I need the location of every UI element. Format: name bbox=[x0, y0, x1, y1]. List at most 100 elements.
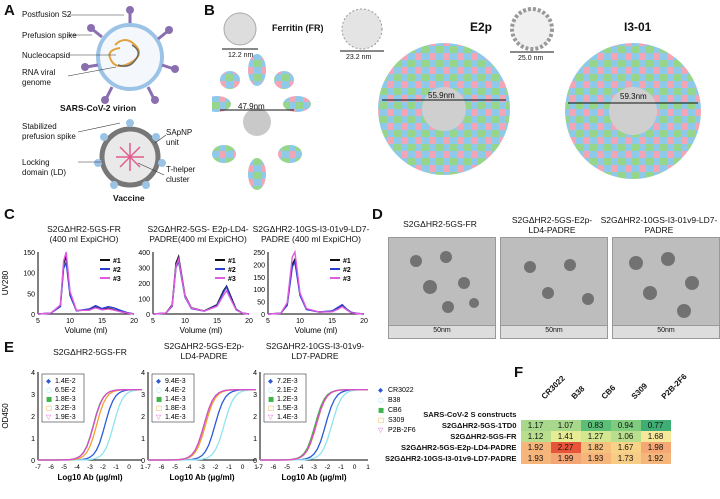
elisa-ec50-value: 1.5E-3 bbox=[277, 405, 298, 412]
elisa-x-tick: -5 bbox=[61, 464, 67, 471]
sec-y-tick: 150 bbox=[23, 250, 35, 257]
label-locking: Locking domain (LD) bbox=[22, 158, 67, 177]
sec-x-tick: 10 bbox=[296, 318, 304, 325]
i3-nanoparticle bbox=[565, 43, 701, 179]
sec-x-tick: 20 bbox=[130, 318, 138, 325]
heatmap-row: S2GΔHR2-5GS-1TD0 1.17 1.07 0.83 0.94 0.7… bbox=[385, 420, 671, 431]
elisa-x-tick: -4 bbox=[186, 464, 192, 471]
sec-x-tick: 20 bbox=[360, 318, 368, 325]
panel-b-structures bbox=[212, 7, 701, 190]
sec-y-tick: 0 bbox=[146, 312, 150, 319]
elisa-legend-marker: ○ bbox=[156, 386, 162, 394]
sec-legend-label: #2 bbox=[228, 267, 236, 274]
elisa-x-tick: -3 bbox=[311, 464, 317, 471]
elisa-curve bbox=[38, 388, 142, 461]
panel-label-a: A bbox=[4, 2, 15, 19]
elisa-y-tick: 1 bbox=[141, 436, 145, 443]
sec-title-1: S2GΔHR2-5GS-FR (400 ml ExpiCHO) bbox=[47, 224, 121, 244]
label-stabilized: Stabilized prefusion spike bbox=[22, 122, 76, 141]
label-i3: I3-01 bbox=[624, 20, 652, 34]
sec-xlabel: Volume (ml) bbox=[180, 326, 223, 335]
elisa-legend-marker: ▽ bbox=[156, 413, 161, 421]
elisa-y-tick: 3 bbox=[31, 392, 35, 399]
elisa-x-tick: -2 bbox=[213, 464, 219, 471]
elisa-x-tick: -4 bbox=[298, 464, 304, 471]
elisa-legend-marker: ■ bbox=[156, 395, 162, 403]
sec-x-tick: 5 bbox=[151, 318, 155, 325]
em-title-2: S2GΔHR2-5GS-E2p- LD4-PADRE bbox=[511, 215, 593, 235]
antibody-legend-marker: ■ bbox=[378, 406, 384, 414]
elisa-ec50-value: 1.8E-3 bbox=[55, 396, 76, 403]
elisa-ec50-box bbox=[41, 373, 85, 423]
heatmap-cell: 2.27 bbox=[550, 442, 581, 453]
elisa-y-tick: 1 bbox=[31, 436, 35, 443]
elisa-xlabel: Log10 Ab (μg/ml) bbox=[57, 473, 122, 482]
elisa-x-tick: -2 bbox=[100, 464, 106, 471]
heatmap-cell: 1.92 bbox=[520, 442, 551, 453]
elisa-legend-marker: ○ bbox=[268, 386, 274, 394]
elisa-y-tick: 2 bbox=[141, 414, 145, 421]
sec-y-tick: 400 bbox=[138, 250, 150, 257]
elisa-legend-marker: ■ bbox=[46, 395, 52, 403]
elisa-ec50-value: 1.4E-3 bbox=[165, 396, 186, 403]
heatmap-col-3: S309 bbox=[629, 381, 650, 401]
size-i3-big: 59.3nm bbox=[620, 92, 647, 101]
elisa-ec50-value: 1.9E-3 bbox=[55, 414, 76, 421]
label-e2p: E2p bbox=[470, 20, 493, 34]
elisa-xlabel: Log10 Ab (μg/ml) bbox=[281, 473, 346, 482]
label-prefusion: Prefusion spike bbox=[22, 31, 77, 40]
size-fr-small: 12.2 nm bbox=[228, 52, 254, 59]
label-rna: RNA viral genome bbox=[22, 68, 56, 87]
panel-a-diagram bbox=[67, 6, 179, 189]
sec-y-tick: 200 bbox=[253, 262, 265, 269]
label-ferritin: Ferritin (FR) bbox=[272, 23, 324, 33]
heatmap-cell: 1.67 bbox=[610, 442, 641, 453]
heatmap-cell: 1.68 bbox=[640, 431, 671, 442]
elisa-ec50-value: 7.2E-3 bbox=[277, 378, 298, 385]
elisa-x-tick: -5 bbox=[172, 464, 178, 471]
elisa-ec50-value: 2.1E-2 bbox=[277, 387, 298, 394]
sec-y-tick: 100 bbox=[23, 271, 35, 278]
heatmap-col-4: P2B-2F6 bbox=[659, 371, 689, 401]
elisa-ec50-box bbox=[263, 373, 307, 423]
em-micrograph-2: 50nm bbox=[500, 237, 608, 339]
sec-xlabel: Volume (ml) bbox=[65, 326, 108, 335]
sec-x-tick: 15 bbox=[328, 318, 336, 325]
size-i3-small: 25.0 nm bbox=[518, 55, 544, 62]
sec-y-tick: 0 bbox=[31, 312, 35, 319]
sec-legend-label: #3 bbox=[228, 276, 236, 283]
em-scale-label-2: 50nm bbox=[545, 327, 563, 334]
sec-x-tick: 20 bbox=[245, 318, 253, 325]
elisa-y-tick: 4 bbox=[253, 370, 257, 377]
panel-label-f: F bbox=[514, 364, 524, 381]
antibody-legend-marker: □ bbox=[378, 416, 384, 424]
heatmap-cell: 0.77 bbox=[640, 420, 671, 431]
elisa-ec50-value: 3.2E-3 bbox=[55, 405, 76, 412]
heatmap-row-label: S2GΔHR2-10GS-I3-01v9-LD7-PADRE bbox=[385, 454, 517, 463]
em-title-3: S2GΔHR2-10GS-I3-01v9-LD7- PADRE bbox=[600, 215, 718, 235]
elisa-x-tick: -7 bbox=[145, 464, 151, 471]
antibody-legend-label: CB6 bbox=[388, 407, 402, 414]
sec-x-tick: 5 bbox=[36, 318, 40, 325]
sec-x-tick: 10 bbox=[181, 318, 189, 325]
sec-y-tick: 0 bbox=[261, 312, 265, 319]
elisa-x-tick: -6 bbox=[159, 464, 165, 471]
elisa-x-tick: -7 bbox=[35, 464, 41, 471]
elisa-x-tick: -1 bbox=[226, 464, 232, 471]
elisa-y-tick: 1 bbox=[253, 436, 257, 443]
sec-ylabel: UV280 bbox=[1, 270, 10, 295]
elisa-title-1: S2GΔHR2-5GS-FR bbox=[53, 347, 127, 357]
sec-y-tick: 300 bbox=[138, 266, 150, 273]
label-virion: SARS-CoV-2 virion bbox=[60, 103, 137, 113]
elisa-legend-marker: □ bbox=[156, 404, 162, 412]
antibody-legend-marker: ▽ bbox=[378, 426, 383, 434]
size-e2p-big: 55.9nm bbox=[428, 91, 455, 100]
em-scale-label-3: 50nm bbox=[657, 327, 675, 334]
elisa-ec50-value: 9.4E-3 bbox=[165, 378, 186, 385]
elisa-legend-marker: ◆ bbox=[268, 377, 273, 385]
sec-x-tick: 5 bbox=[266, 318, 270, 325]
antibody-legend-marker: ○ bbox=[378, 396, 384, 404]
panel-label-d: D bbox=[372, 206, 383, 223]
heatmap-cell: 0.94 bbox=[610, 420, 641, 431]
